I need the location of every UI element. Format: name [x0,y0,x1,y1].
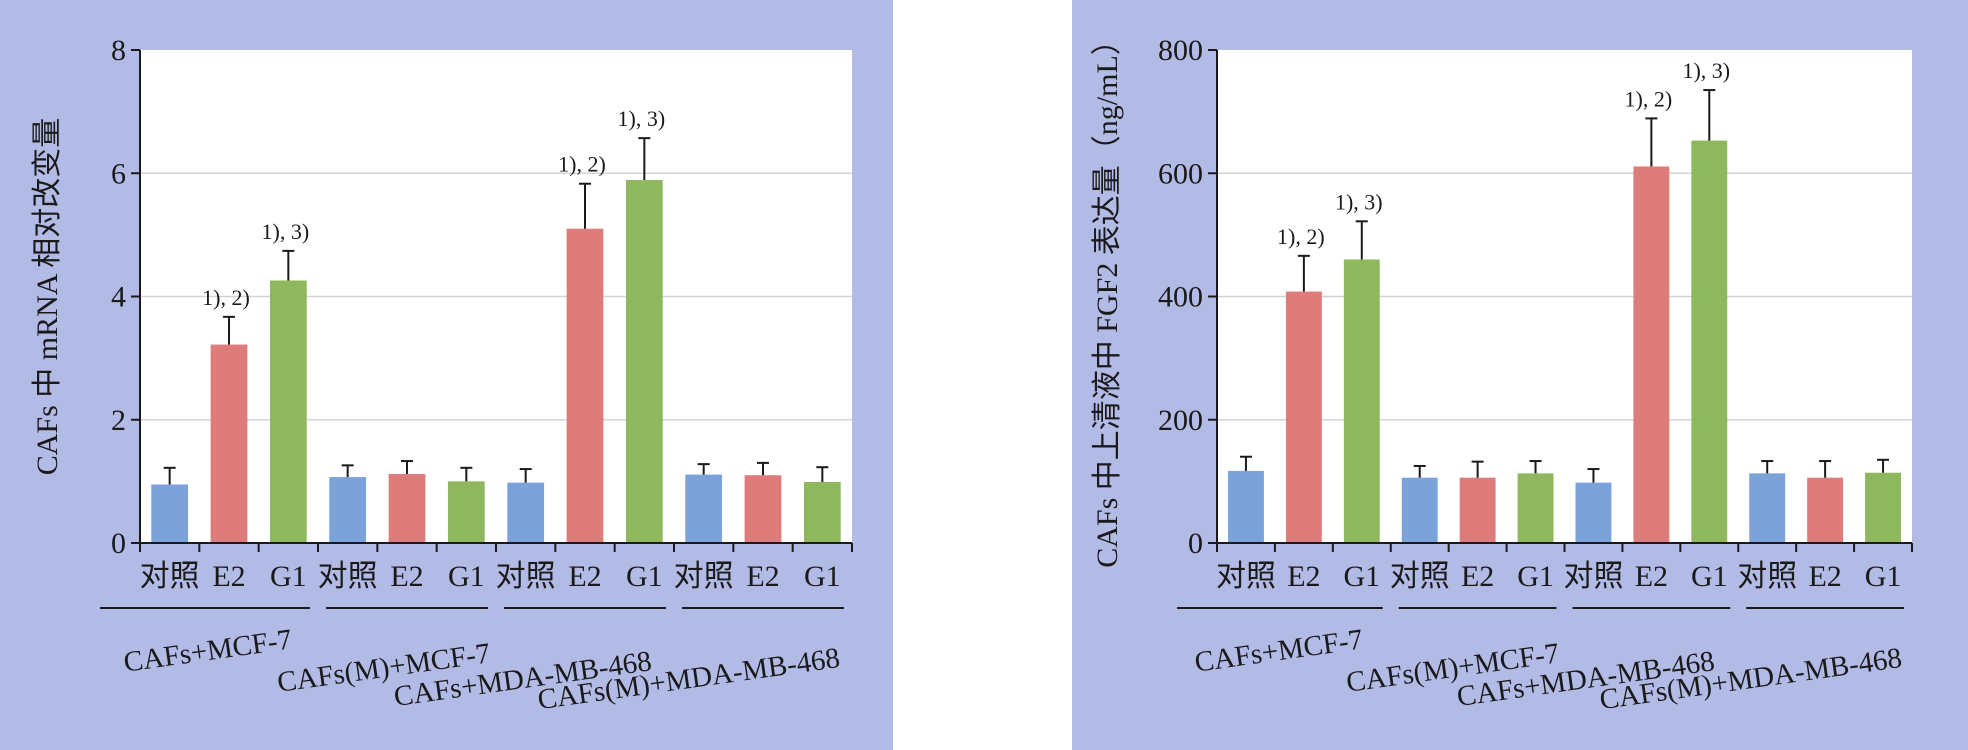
bar [447,481,485,543]
category-label: E2 [1287,560,1320,593]
significance-label: 1), 3) [618,106,666,131]
bar [1865,472,1901,543]
y-tick-label: 800 [1158,34,1203,67]
bar [210,344,248,543]
y-tick-label: 2 [111,404,126,437]
y-axis-label: CAFs 中 mRNA 相对改变量 [31,118,64,476]
category-label: E2 [746,560,779,593]
significance-label: 1), 2) [1277,224,1325,249]
category-label: 对照 [674,560,734,593]
category-label: E2 [1808,560,1841,593]
y-tick-label: 6 [111,157,126,190]
y-axis-label: CAFs 中上清液中 FGF2 表达量（ng/mL） [1091,25,1124,568]
bar [1749,473,1786,543]
y-tick-label: 0 [111,527,126,560]
significance-label: 1), 3) [1682,58,1730,83]
group-label: CAFs(M)+MDA-MB-468 [536,642,842,716]
category-label: 对照 [140,560,200,593]
category-label: 对照 [1216,560,1276,593]
category-label: G1 [1517,560,1554,593]
category-label: G1 [270,560,307,593]
bar [1401,477,1438,543]
category-label: E2 [1461,560,1494,593]
category-label: 对照 [318,560,378,593]
category-label: G1 [448,560,485,593]
bar [388,473,426,543]
bar [507,482,545,543]
bar [803,481,841,543]
category-label: G1 [626,560,663,593]
category-label: 对照 [496,560,556,593]
y-tick-label: 0 [1188,527,1203,560]
bar [269,280,307,543]
mrna-chart: 1), 2) 1), 3) 1), 2) 1), 3) 0 2 4 6 8 对照 E2 G1 对照 E2 G… [31,34,853,716]
bar [625,180,663,543]
bar [1691,140,1728,543]
significance-label: 1), 2) [1625,86,1673,111]
category-label: 对照 [1563,560,1623,593]
bar [1575,482,1612,543]
chart-panel-mrna: 1), 2) 1), 3) 1), 2) 1), 3) 0 2 4 6 8 对照 E2 G1 对照 E2 G… [0,0,893,750]
y-tick-label: 8 [111,34,126,67]
bar [1807,477,1844,543]
y-tick-label: 4 [111,281,126,314]
bar [151,484,189,543]
group-label: CAFs(M)+MDA-MB-468 [1598,642,1904,716]
significance-label: 1), 3) [262,219,310,244]
group-label: CAFs+MCF-7 [1193,623,1365,678]
bar [1228,470,1264,543]
group-label: CAFs+MCF-7 [122,623,294,678]
category-label: G1 [804,560,841,593]
bar [1459,477,1496,543]
bar [329,477,367,543]
bar [1517,473,1554,543]
bar [685,474,723,543]
category-label: G1 [1691,560,1728,593]
chart-panel-fgf2: 1), 2) 1), 3) 1), 2) 1), 3) 0 200 400 600 800 对照 E… [1072,0,1968,750]
bar [1285,291,1322,543]
category-label: E2 [212,560,245,593]
category-label: E2 [1635,560,1668,593]
bar [744,475,782,543]
fgf2-chart: 1), 2) 1), 3) 1), 2) 1), 3) 0 200 400 600 800 对照 E… [1091,25,1913,716]
category-label: E2 [390,560,423,593]
bar [1633,166,1670,543]
category-label: E2 [568,560,601,593]
y-tick-label: 600 [1158,157,1203,190]
significance-label: 1), 3) [1335,189,1383,214]
category-label: 对照 [1390,560,1450,593]
significance-label: 1), 2) [202,285,250,310]
category-label: G1 [1865,560,1902,593]
bar [1343,259,1380,543]
bar [566,228,604,543]
significance-label: 1), 2) [558,152,606,177]
category-label: G1 [1343,560,1380,593]
y-tick-label: 200 [1158,404,1203,437]
y-tick-label: 400 [1158,281,1203,314]
category-label: 对照 [1737,560,1797,593]
